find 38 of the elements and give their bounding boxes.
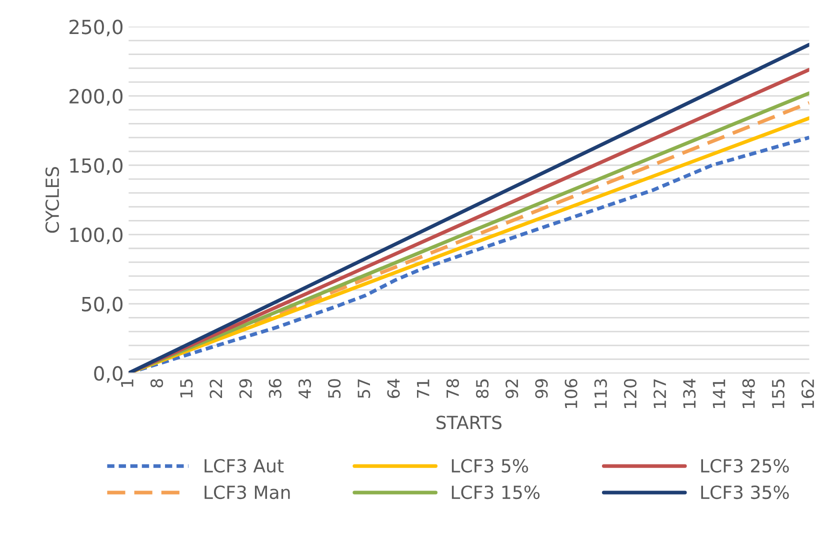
legend-label: LCF3 15% [452,485,540,500]
x-tick-label: 57 [358,379,370,398]
y-tick-label: 100,0 [70,227,122,244]
legend-label: LCF3 Aut [204,458,284,473]
x-tick-label: 78 [446,379,459,398]
y-axis-title: CYCLES [45,166,60,233]
x-tick-label: 92 [506,380,518,398]
y-tick-label: 50,0 [82,296,122,314]
x-tick-label: 71 [417,380,430,398]
x-tick-label: 106 [564,379,578,408]
y-tick-label: 250,0 [70,20,122,36]
y-tick-label: 200,0 [70,88,122,106]
x-tick-label: 155 [772,379,784,408]
x-axis-title: STARTS [436,416,502,430]
legend-label: LCF3 5% [452,458,528,473]
x-tick-label: 22 [210,380,222,398]
x-tick-label: 148 [742,379,755,408]
x-tick-label: 134 [683,378,696,408]
x-tick-label: 36 [268,379,282,398]
x-tick-label: 15 [180,379,193,398]
x-tick-label: 50 [328,379,341,398]
legend-label: LCF3 35% [701,485,789,500]
x-tick-label: 8 [150,379,164,388]
x-tick-label: 113 [594,379,607,408]
x-tick-label: 99 [535,379,548,398]
y-tick-label: 150,0 [70,158,122,175]
x-tick-label: 29 [239,379,252,398]
x-tick-label: 64 [387,378,400,398]
x-tick-label: 85 [476,379,489,398]
x-tick-label: 127 [654,379,666,408]
x-tick-label: 120 [624,379,637,408]
legend-label: LCF3 25% [701,458,789,473]
y-tick-label: 0,0 [94,366,122,383]
x-tick-label: 162 [801,380,814,408]
x-tick-label: 141 [712,380,726,408]
x-tick-label: 1 [121,380,134,387]
legend-label: LCF3 Man [204,485,290,500]
x-tick-label: 43 [298,379,312,398]
